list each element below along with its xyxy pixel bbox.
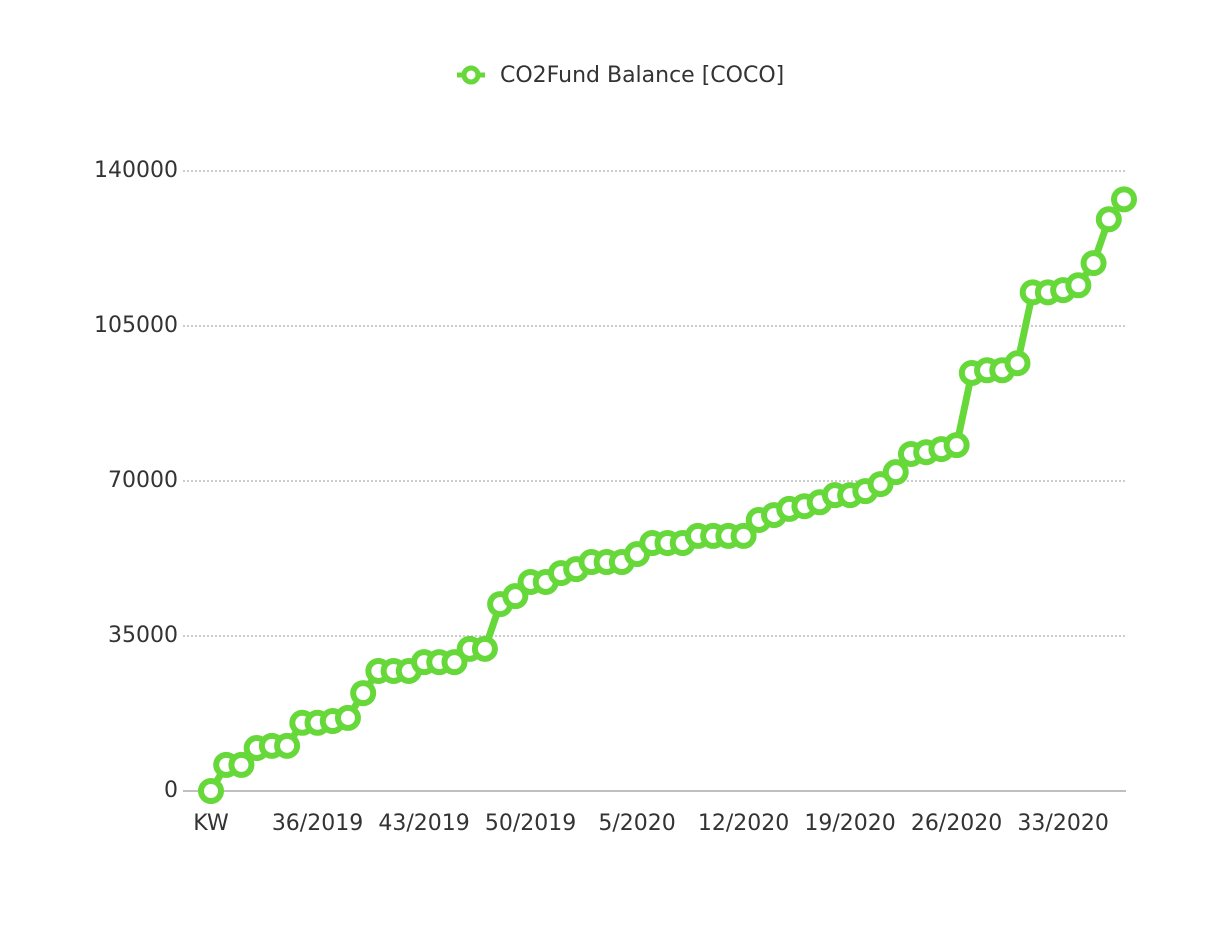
- x-tick-label: 50/2019: [485, 811, 576, 836]
- y-tick-label: 140000: [94, 158, 178, 183]
- legend-label: CO2Fund Balance [COCO]: [500, 63, 784, 88]
- x-tick-label: KW: [193, 811, 229, 836]
- data-point: [471, 635, 498, 662]
- data-point: [1004, 350, 1031, 377]
- x-tick-label: 43/2019: [378, 811, 469, 836]
- y-tick-label: 105000: [94, 313, 178, 338]
- y-tick-label: 70000: [108, 468, 178, 493]
- x-tick-label: 12/2020: [698, 811, 789, 836]
- data-point: [228, 751, 255, 778]
- data-point: [1111, 186, 1137, 213]
- data-point: [502, 583, 529, 610]
- data-point: [1065, 272, 1092, 299]
- series-line: [207, 197, 1127, 793]
- legend: CO2Fund Balance [COCO]: [457, 63, 784, 88]
- data-point: [943, 432, 970, 459]
- y-tick-label: 35000: [108, 623, 178, 648]
- data-point: [334, 704, 361, 731]
- data-point: [274, 732, 301, 759]
- x-tick-label: 5/2020: [598, 811, 675, 836]
- data-point: [441, 649, 468, 676]
- x-tick-label: 19/2020: [804, 811, 895, 836]
- x-tick-label: 26/2020: [911, 811, 1002, 836]
- data-point: [882, 459, 909, 486]
- data-point: [1080, 250, 1107, 277]
- legend-marker: [461, 65, 481, 85]
- x-tick-label: 33/2020: [1017, 811, 1108, 836]
- data-point: [198, 778, 224, 804]
- y-tick-label: 0: [164, 778, 178, 803]
- data-point: [350, 680, 377, 707]
- x-tick-label: 36/2019: [272, 811, 363, 836]
- data-point: [1095, 206, 1122, 233]
- data-point: [730, 522, 757, 549]
